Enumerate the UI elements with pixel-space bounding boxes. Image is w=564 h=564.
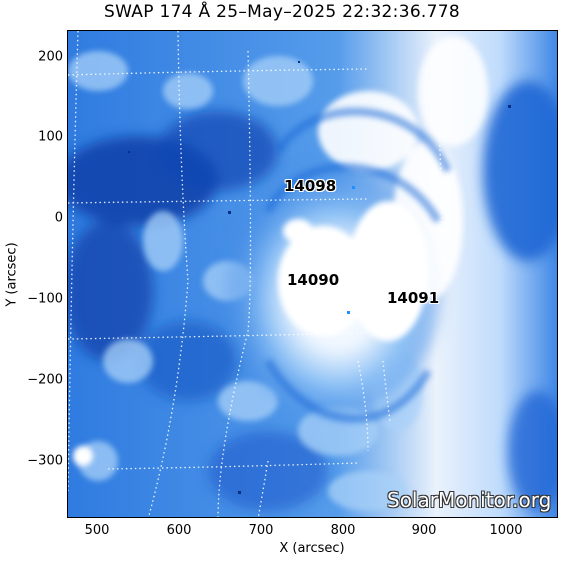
region-label-14090: 14090 <box>287 271 340 289</box>
solar-image-canvas <box>68 31 557 517</box>
x-tick-label: 800 <box>330 523 356 538</box>
y-tick-label: 200 <box>38 49 63 65</box>
y-tick-label: 100 <box>38 129 63 145</box>
image-title: SWAP 174 Å 25–May–2025 22:32:36.778 <box>104 2 460 22</box>
region-label-14098: 14098 <box>284 177 337 195</box>
solarmonitor-watermark: SolarMonitor.org <box>387 488 552 512</box>
x-tick-label: 500 <box>84 523 110 538</box>
x-axis-label: X (arcsec) <box>279 541 345 556</box>
y-tick-label: 0 <box>54 210 63 226</box>
x-tick-label: 1000 <box>489 523 523 538</box>
y-tick-label: −200 <box>27 372 63 388</box>
x-tick-label: 700 <box>248 523 274 538</box>
y-tick-label: −100 <box>27 291 63 307</box>
y-tick-label: −300 <box>27 453 63 469</box>
x-tick-label: 600 <box>166 523 192 538</box>
x-tick-label: 900 <box>411 523 437 538</box>
y-axis-label: Y (arcsec) <box>4 242 20 307</box>
solar-image <box>67 30 558 518</box>
region-label-14091: 14091 <box>387 289 440 307</box>
